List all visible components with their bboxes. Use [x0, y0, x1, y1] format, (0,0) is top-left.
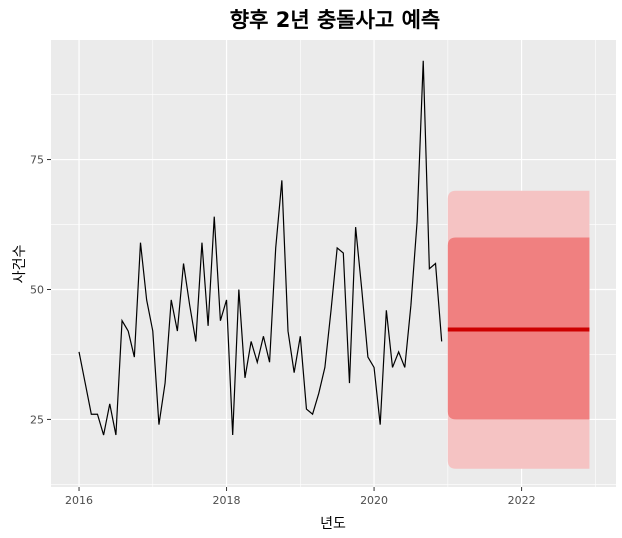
x-tick-label: 2016	[65, 494, 93, 507]
y-axis-label: 사건수	[12, 245, 28, 284]
x-tick-label: 2018	[213, 494, 241, 507]
y-tick-label: 25	[30, 413, 44, 426]
x-axis-ticks: 2016 2018 2020 2022	[65, 487, 536, 507]
x-tick-label: 2022	[508, 494, 536, 507]
chart-title: 향후 2년 충돌사고 예측	[230, 8, 440, 32]
y-axis-ticks: 25 50 75	[30, 154, 51, 426]
x-axis-label: 년도	[320, 516, 346, 532]
y-tick-label: 50	[30, 283, 44, 296]
y-tick-label: 75	[30, 154, 44, 167]
observed-series-line	[78, 60, 443, 436]
x-tick-label: 2020	[360, 494, 388, 507]
